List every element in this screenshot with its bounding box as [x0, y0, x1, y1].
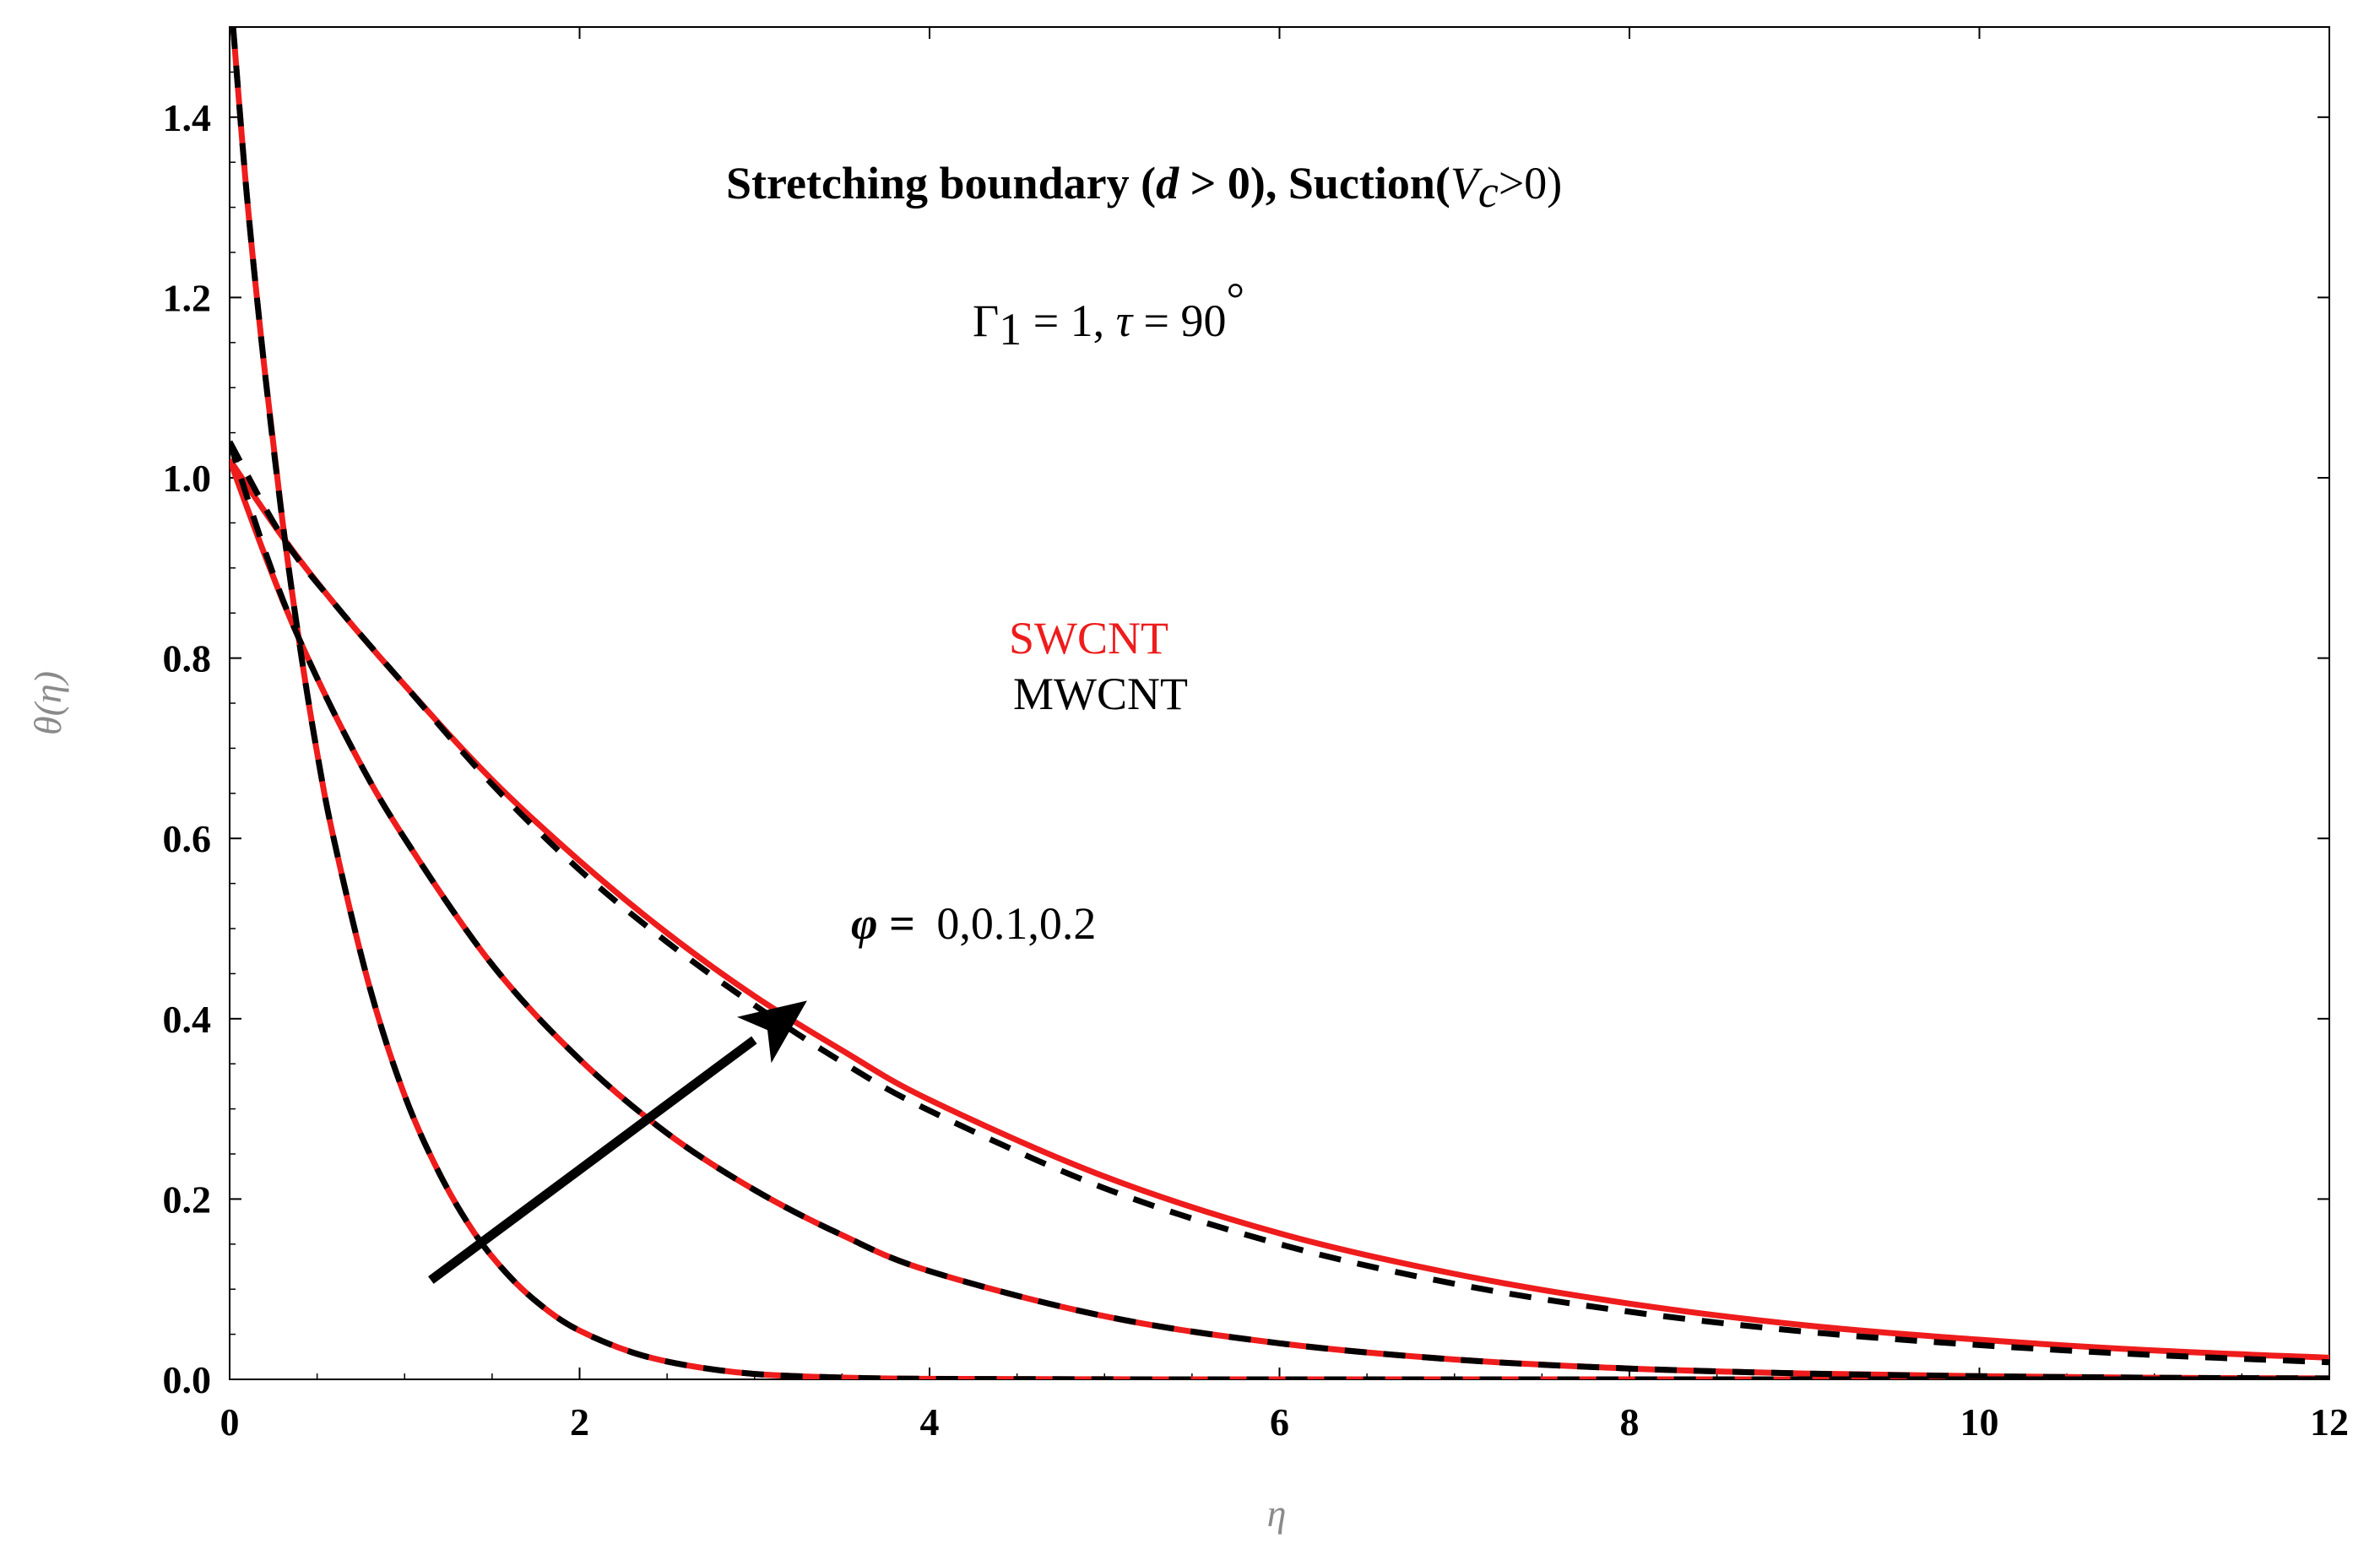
x-tick-label: 12: [2310, 1400, 2349, 1444]
x-tick-label: 6: [1270, 1400, 1289, 1444]
x-axis: 0 2 4 6 8 10 12: [220, 27, 2349, 1444]
y-tick-label: 1.4: [163, 96, 212, 139]
y-tick-label: 0.0: [163, 1358, 212, 1401]
title-lead: Stretching boundary (: [726, 158, 1156, 209]
phi-annotation: φ = 0,0.1,0.2: [851, 898, 1096, 949]
param-degree: °: [1226, 274, 1244, 324]
title-d: d: [1156, 158, 1179, 209]
chart-title: Stretching boundary (d > 0), Suction(Vc>…: [726, 158, 1562, 217]
series-line-mwcnt: [230, 440, 2329, 1366]
param-tau: τ: [1116, 295, 1134, 346]
title-mid: > 0), Suction(: [1179, 158, 1450, 209]
y-tick-label: 0.6: [163, 817, 212, 860]
param-gamma: Γ: [973, 295, 999, 346]
series-line-swcnt: [230, 458, 2329, 1379]
x-tick-label: 10: [1960, 1400, 1999, 1444]
phi-symbol: φ: [851, 898, 878, 949]
params-annotation: Γ1 = 1, τ = 90°: [973, 274, 1244, 355]
legend-swcnt: SWCNT: [1009, 613, 1168, 664]
param-tau-val: = 90: [1132, 295, 1226, 346]
x-tick-label: 2: [570, 1400, 589, 1444]
x-tick-label: 4: [920, 1400, 940, 1444]
x-axis-title: η: [1267, 1492, 1287, 1535]
arrow-head: [737, 1000, 807, 1064]
series-line-mwcnt: [230, 27, 2329, 1379]
y-tick-label: 0.4: [163, 998, 212, 1041]
phi-eq: =: [878, 898, 927, 949]
phi-arrow: [428, 1000, 807, 1284]
y-tick-label: 0.8: [163, 637, 212, 680]
y-tick-label: 1.0: [163, 457, 212, 500]
series-line-swcnt: [230, 27, 2329, 1379]
x-tick-label: 8: [1620, 1400, 1640, 1444]
title-tail: >0): [1499, 158, 1562, 209]
plot-frame: [229, 26, 2330, 1380]
arrow-shaft: [428, 1036, 757, 1284]
param-gamma-sub: 1: [999, 304, 1022, 355]
y-tick-label: 1.2: [163, 276, 212, 319]
series-line-mwcnt: [230, 441, 2329, 1379]
title-v: V: [1450, 158, 1483, 209]
legend-mwcnt: MWCNT: [1013, 669, 1188, 719]
phi-values: 0,0.1,0.2: [936, 898, 1096, 949]
x-tick-label: 0: [220, 1400, 240, 1444]
y-axis: 0.0 0.2 0.4 0.6 0.8 1.0 1.2 1.4: [163, 71, 2329, 1401]
title-v-sub: c: [1478, 166, 1499, 217]
series-line-swcnt: [230, 458, 2329, 1361]
param-gamma-val: = 1,: [1022, 295, 1115, 346]
y-axis-title: θ(η): [26, 671, 69, 735]
series-layer: [230, 27, 2329, 1379]
y-tick-label: 0.2: [163, 1178, 212, 1221]
